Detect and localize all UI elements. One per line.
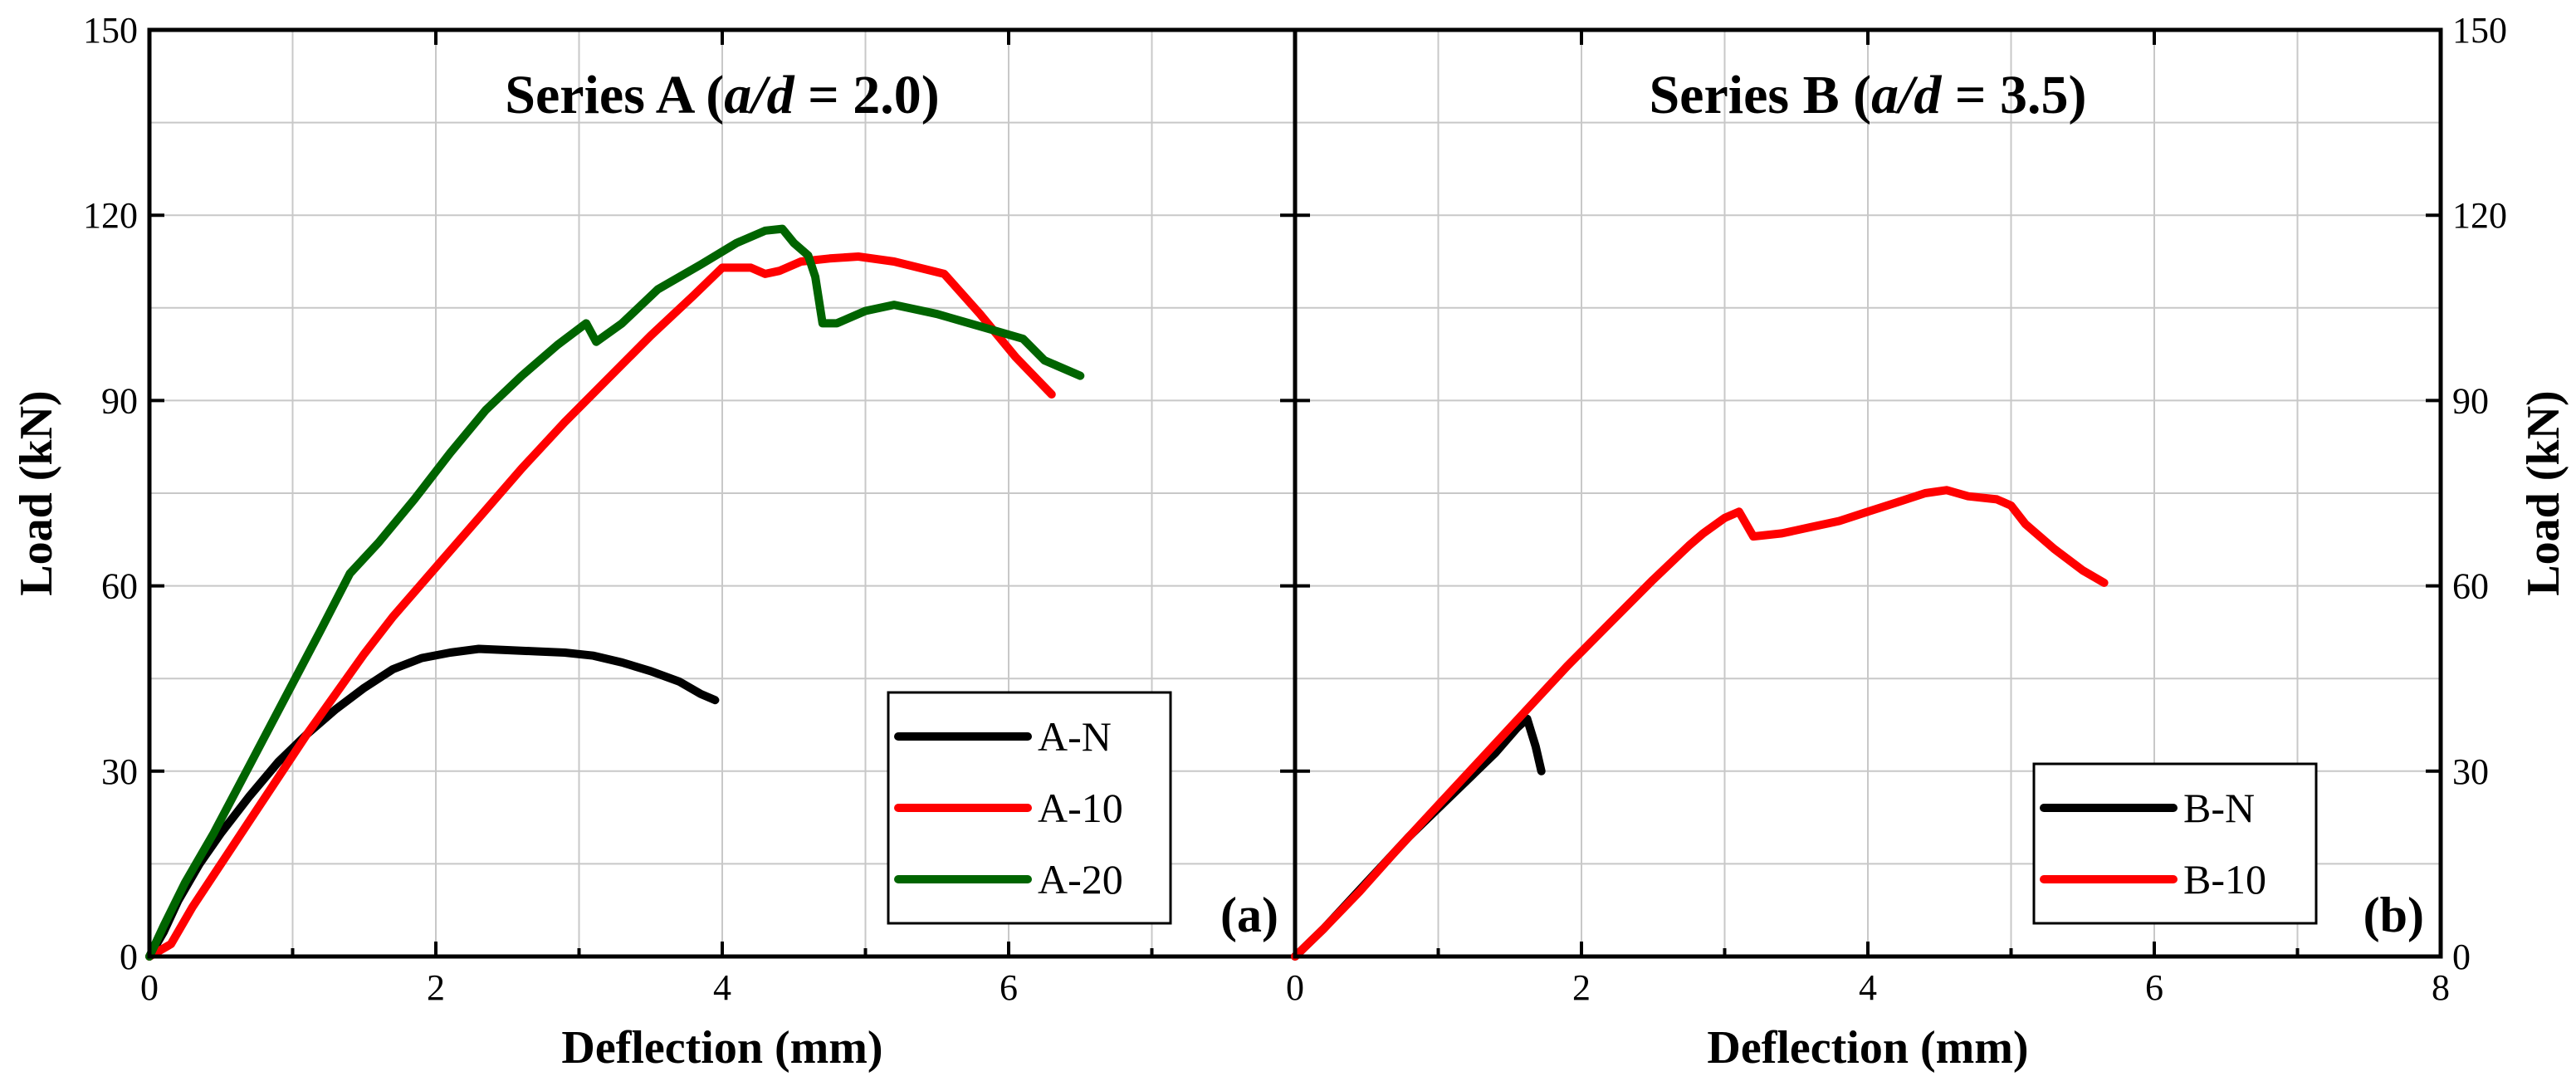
legend-label: B-N — [2183, 785, 2255, 831]
panel-title-part: Series B ( — [1649, 65, 1871, 125]
y-tick-label: 30 — [2452, 751, 2489, 792]
y-tick-label: 0 — [120, 937, 138, 977]
y-axis-title: Load (kN) — [2518, 390, 2569, 595]
panel-title-part: Series A ( — [505, 65, 724, 125]
series-group — [1291, 486, 2109, 961]
series-group — [145, 224, 1085, 961]
y-tick-label: 90 — [2452, 380, 2489, 421]
x-tick-label: 6 — [2145, 967, 2163, 1008]
panel-title-part: = 3.5) — [1941, 65, 2086, 125]
x-tick-label: 0 — [1286, 967, 1304, 1008]
legend-box — [2032, 762, 2318, 925]
panel-title: Series B (a/d = 3.5) — [1649, 65, 2086, 125]
y-axis-title: Load (kN) — [11, 390, 62, 595]
panel-label: (b) — [2363, 888, 2424, 942]
panel-title-part: a/d — [724, 65, 794, 125]
legend: B-N B-10 — [2032, 762, 2318, 925]
panel-title-part: a/d — [1871, 65, 1942, 125]
x-tick-label: 4 — [1859, 967, 1877, 1008]
panel-label: (a) — [1220, 888, 1278, 942]
panel-title-part: = 2.0) — [794, 65, 940, 125]
x-tick-label: 6 — [1000, 967, 1018, 1008]
y-tick-label: 0 — [2452, 937, 2471, 977]
x-tick-label: 0 — [140, 967, 159, 1008]
legend-label: A-10 — [1038, 785, 1123, 831]
y-tick-label: 120 — [2452, 195, 2507, 236]
x-axis-title: Deflection (mm) — [561, 1022, 882, 1074]
panel-title: Series A (a/d = 2.0) — [505, 65, 939, 125]
y-tick-label: 150 — [83, 10, 138, 51]
y-tick-label: 60 — [101, 566, 138, 607]
y-tick-label: 60 — [2452, 566, 2489, 607]
series-line-a-n — [145, 644, 720, 961]
x-axis-title: Deflection (mm) — [1707, 1022, 2028, 1074]
legend-label: B-10 — [2183, 856, 2266, 903]
y-tick-label: 90 — [101, 380, 138, 421]
series-line-a-20 — [145, 224, 1085, 961]
y-tick-label: 150 — [2452, 10, 2507, 51]
legend-label: A-N — [1038, 713, 1112, 760]
series-line-a-10 — [145, 252, 1056, 961]
y-tick-label: 120 — [83, 195, 138, 236]
legend-label: A-20 — [1038, 856, 1123, 903]
x-tick-label: 2 — [427, 967, 445, 1008]
y-tick-label: 30 — [101, 751, 138, 792]
x-tick-label: 2 — [1572, 967, 1591, 1008]
x-tick-label: 8 — [2432, 967, 2450, 1008]
series-line-b-10 — [1291, 486, 2109, 961]
legend: A-N A-10 A-20 — [887, 691, 1172, 925]
x-tick-label: 4 — [713, 967, 731, 1008]
